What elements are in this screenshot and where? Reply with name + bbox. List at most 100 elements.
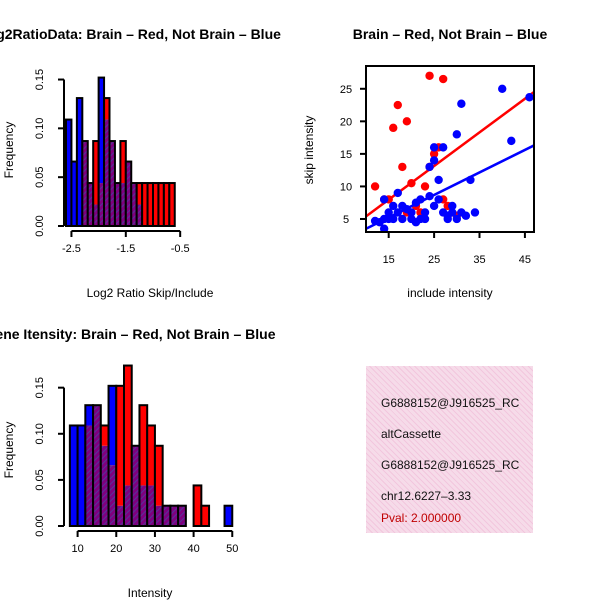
x-tick-label: 10 xyxy=(71,543,83,555)
hist-bar-overlap xyxy=(131,445,140,526)
hist-bar-brain xyxy=(124,365,132,486)
scatter-point-notbrain xyxy=(434,195,443,204)
scatter-point-notbrain xyxy=(457,99,466,108)
scatter-point-brain xyxy=(370,182,380,191)
hist-bar-brain xyxy=(116,385,124,506)
y-tick-label: 25 xyxy=(340,84,352,96)
hist-bar-overlap xyxy=(82,141,88,226)
hist-bar-notbrain xyxy=(76,98,83,226)
scatter-point-brain xyxy=(398,162,407,172)
scatter-point-notbrain xyxy=(448,201,457,211)
scatter-point-notbrain xyxy=(429,201,439,211)
y-tick-label: 5 xyxy=(343,214,349,226)
hist-bar-notbrain xyxy=(69,425,78,526)
scatter-point-brain xyxy=(425,71,434,80)
scatter-xlabel: include intensity xyxy=(407,286,492,300)
hist-bar-brain xyxy=(147,183,153,226)
hist-bar-overlap xyxy=(147,485,155,526)
x-tick-label: -0.5 xyxy=(171,243,190,255)
scatter-marks xyxy=(366,71,534,232)
log2ratio-title: Log2RatioData: Brain – Red, Not Brain – … xyxy=(0,26,281,42)
hist-bar-overlap xyxy=(100,445,109,526)
scatter-point-notbrain xyxy=(507,136,516,146)
intensity-scatter: Brain – Red, Not Brain – Blue include in… xyxy=(302,26,547,300)
gene-intensity-bars xyxy=(68,364,234,528)
scatter-point-notbrain xyxy=(398,214,407,224)
hist-bar-notbrain xyxy=(98,77,105,184)
log2ratio-histogram: Log2RatioData: Brain – Red, Not Brain – … xyxy=(0,26,281,300)
hist-bar-brain xyxy=(201,505,210,526)
hist-bar-overlap xyxy=(162,505,171,526)
hist-bar-notbrain xyxy=(224,505,233,526)
x-tick-label: 45 xyxy=(519,254,531,266)
hist-bar-notbrain xyxy=(66,119,72,226)
probe-id-2: G6888152@J916525_RC xyxy=(381,458,520,472)
scatter-point-notbrain xyxy=(425,162,434,172)
scatter-point-notbrain xyxy=(448,208,457,217)
hist-bar-overlap xyxy=(93,204,99,226)
scatter-point-notbrain xyxy=(429,143,439,152)
scatter-point-notbrain xyxy=(389,201,398,211)
hist-bar-brain xyxy=(139,405,148,486)
scatter-point-notbrain xyxy=(420,208,430,217)
scatter-point-brain xyxy=(389,123,398,133)
hist-bar-notbrain xyxy=(108,385,117,466)
log2ratio-axes: -2.5 -1.5 -0.5 0.00 0.05 0.10 0.15 xyxy=(34,69,190,255)
hist-bar-brain xyxy=(163,183,170,226)
hist-bar-overlap xyxy=(109,141,115,226)
hist-bar-overlap xyxy=(114,183,121,226)
hist-bar-outline xyxy=(200,504,211,528)
x-tick-label: 25 xyxy=(428,254,440,266)
p-value: Pval: 2.000000 xyxy=(381,511,462,525)
hist-bar-brain xyxy=(100,425,109,446)
scatter-point-notbrain xyxy=(379,224,389,232)
hist-bar-overlap xyxy=(124,485,132,526)
hist-bar-brain xyxy=(142,183,148,226)
hist-bar-overlap xyxy=(178,505,186,526)
hist-bar-brain xyxy=(169,183,175,226)
scatter-point-brain xyxy=(420,182,430,191)
hist-bar-outline xyxy=(168,182,176,227)
gene-intensity-histogram: Gene Itensity: Brain – Red, Not Brain – … xyxy=(0,326,276,600)
event-type: altCassette xyxy=(381,427,442,441)
hist-bar-overlap xyxy=(85,425,94,526)
hist-bar-notbrain xyxy=(85,405,94,426)
y-tick-label: 0.05 xyxy=(34,166,46,187)
y-tick-label: 0.15 xyxy=(34,377,46,398)
x-tick-label: 50 xyxy=(226,543,238,555)
hist-bar-brain xyxy=(154,445,163,506)
y-tick-label: 0.00 xyxy=(34,515,46,536)
scatter-point-brain xyxy=(402,117,412,126)
hist-bar-brain xyxy=(120,141,126,184)
y-tick-label: 0.00 xyxy=(34,215,46,236)
scatter-point-notbrain xyxy=(384,208,393,217)
fit-line-notbrain xyxy=(366,144,534,230)
hist-bar-outline xyxy=(177,504,187,528)
hist-bar-brain xyxy=(93,141,99,205)
y-tick-label: 20 xyxy=(340,116,352,128)
scatter-point-notbrain xyxy=(525,93,534,102)
hist-bar-overlap xyxy=(139,485,148,526)
x-tick-label: 30 xyxy=(149,543,161,555)
y-tick-label: 0.15 xyxy=(34,69,46,90)
hist-bar-brain xyxy=(104,98,110,120)
scatter-point-notbrain xyxy=(498,84,507,93)
y-tick-label: 0.05 xyxy=(34,469,46,490)
x-tick-label: -2.5 xyxy=(62,243,81,255)
scatter-point-brain xyxy=(438,74,448,84)
scatter-point-notbrain xyxy=(470,208,480,217)
x-tick-label: 40 xyxy=(187,543,199,555)
hist-bar-overlap xyxy=(93,405,101,526)
scatter-point-notbrain xyxy=(429,156,439,165)
hist-bar-brain xyxy=(136,183,143,205)
hist-bar-brain xyxy=(147,425,155,486)
hist-bar-notbrain xyxy=(77,425,86,526)
x-tick-label: 15 xyxy=(383,254,395,266)
log2ratio-bars xyxy=(65,76,176,228)
x-tick-label: 35 xyxy=(473,254,485,266)
gene-intensity-ylabel: Frequency xyxy=(2,422,16,479)
hist-bar-overlap xyxy=(154,505,163,526)
x-tick-label: -1.5 xyxy=(116,243,135,255)
scatter-point-notbrain xyxy=(452,214,462,224)
